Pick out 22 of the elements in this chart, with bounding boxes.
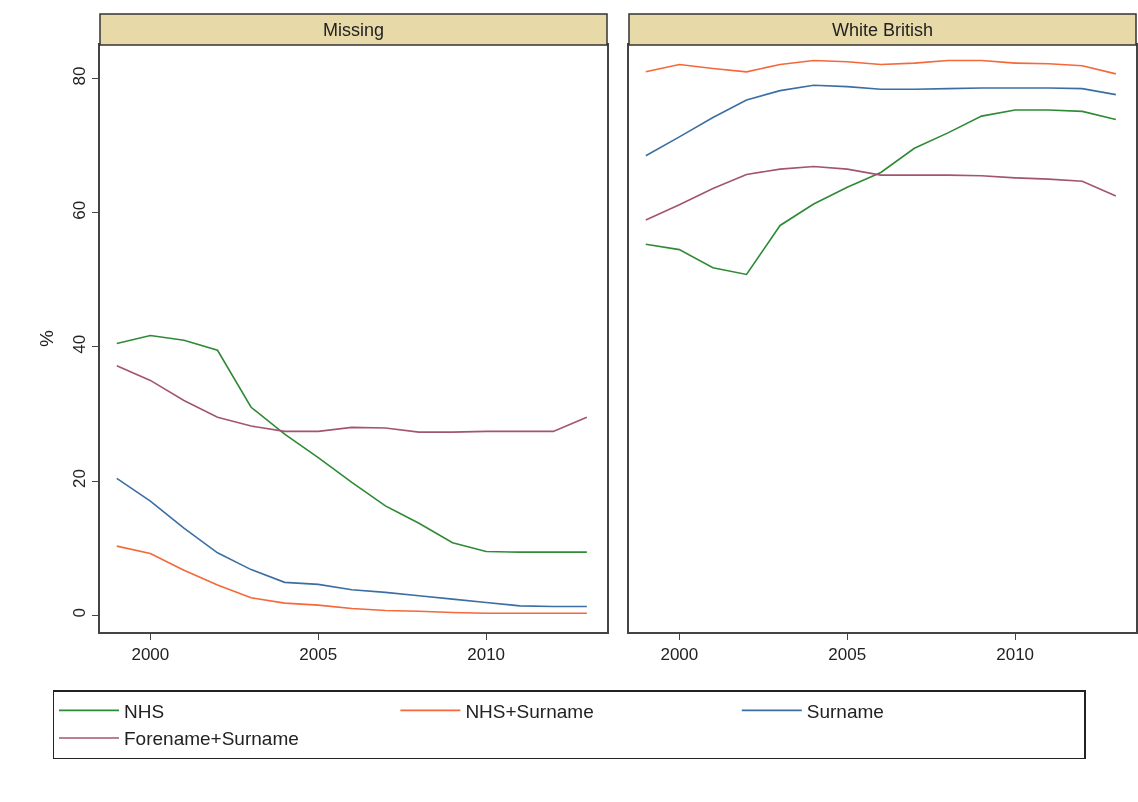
x-tick-label: 2000 (131, 645, 170, 665)
legend-label: NHS+Surname (465, 700, 594, 722)
x-tick-label: 2005 (828, 645, 867, 665)
legend-label: Forename+Surname (124, 728, 299, 750)
legend-label: Surname (806, 700, 884, 722)
line-series (115, 477, 588, 608)
chart-title: White British (832, 20, 934, 40)
y-tick-label: 60 (70, 200, 90, 220)
x-tick-label: 2005 (299, 645, 338, 665)
y-tick-label: 20 (70, 469, 90, 488)
y-axis-title: % (35, 329, 57, 347)
x-tick-label: 2000 (660, 645, 699, 665)
line-series (115, 334, 588, 553)
y-tick-label: 0 (70, 607, 90, 618)
legend-label: NHS (124, 700, 165, 722)
chart-title: Missing (323, 20, 385, 40)
x-tick-label: 2010 (467, 645, 506, 665)
x-tick-label: 2010 (996, 645, 1035, 665)
y-tick-label: 40 (70, 334, 90, 354)
y-tick-label: 80 (70, 66, 90, 86)
line-series (115, 364, 588, 433)
line-series (115, 545, 588, 615)
